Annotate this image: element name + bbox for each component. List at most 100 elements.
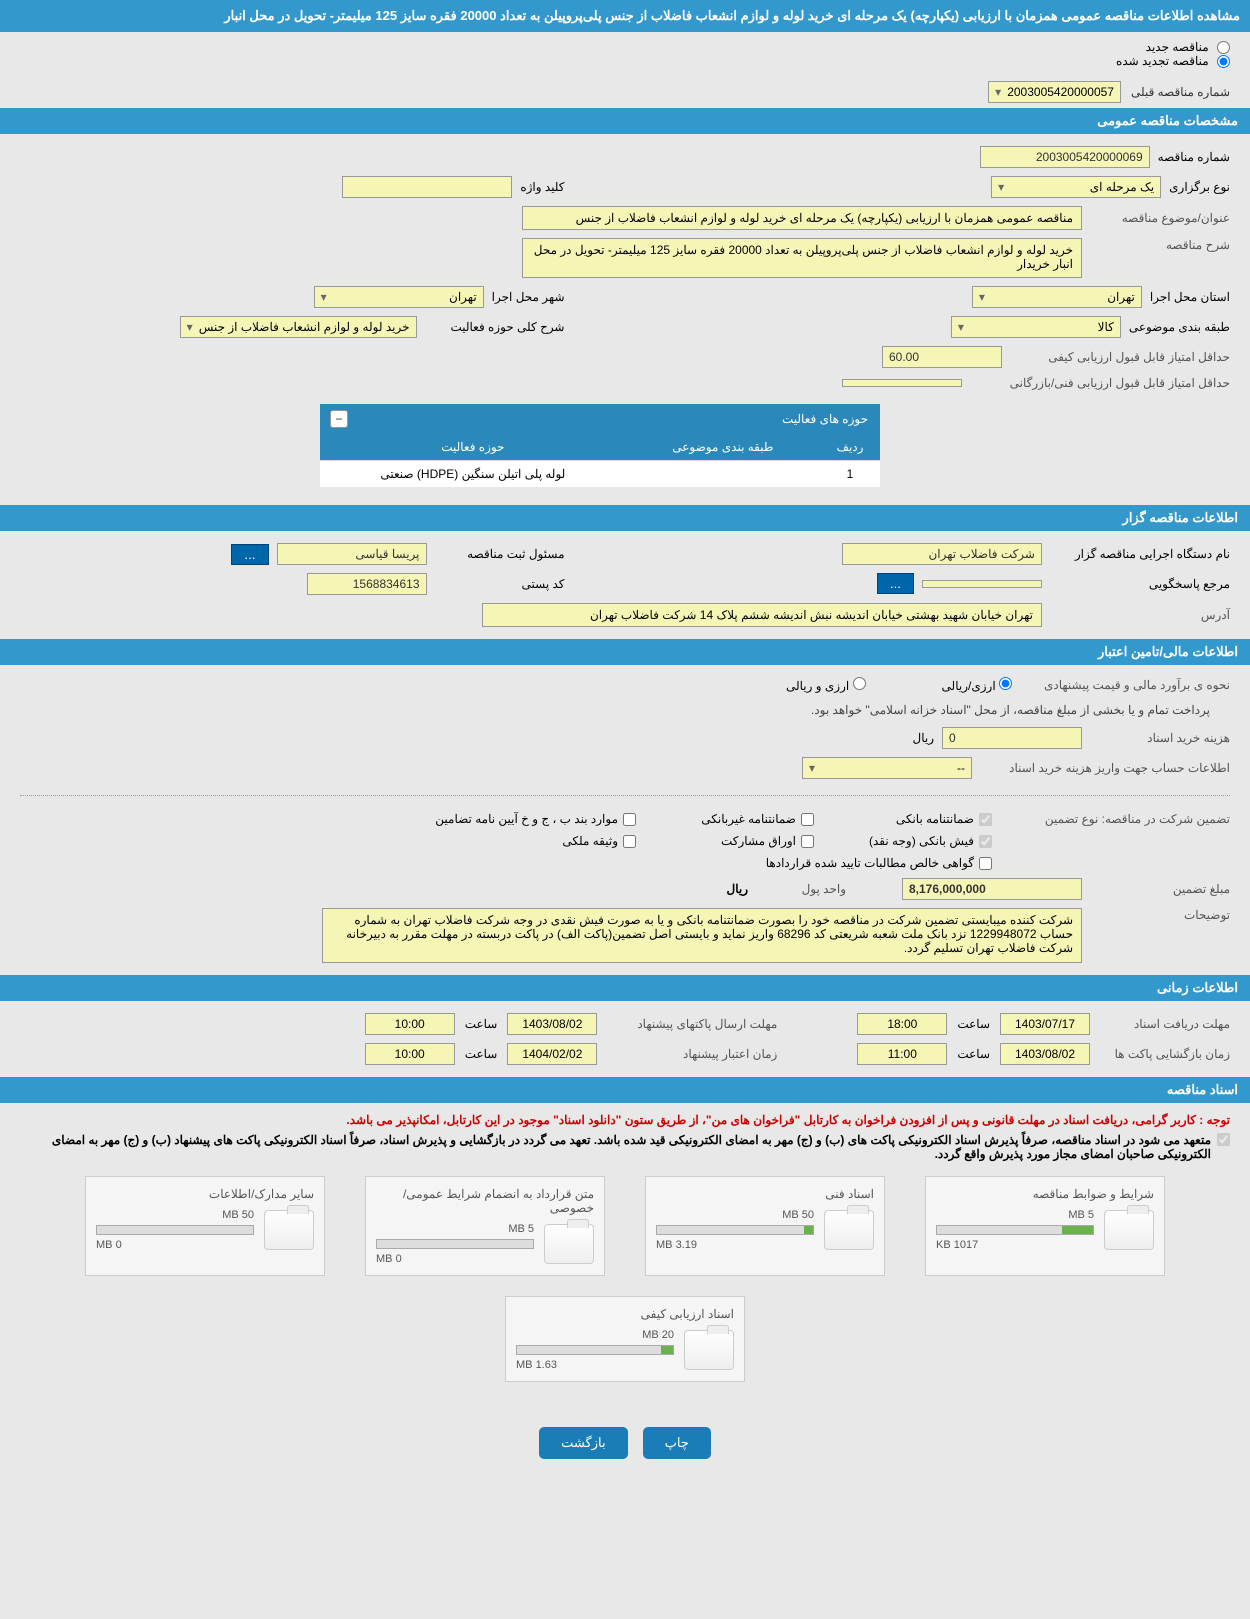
- col-category: طبقه بندی موضوعی: [626, 434, 820, 461]
- organizer-section-header: اطلاعات مناقصه گزار: [0, 505, 1250, 531]
- min-tech-label: حداقل امتیاز قابل قبول ارزیابی فنی/بازرگ…: [970, 376, 1230, 390]
- time-label-4: ساعت: [465, 1047, 498, 1061]
- radio-renewed-tender[interactable]: مناقصه تجدید شده: [1116, 54, 1230, 68]
- chk-other[interactable]: [623, 813, 636, 826]
- subject-value: مناقصه عمومی همزمان با ارزیابی (یکپارچه)…: [522, 206, 1082, 230]
- docs-red-note: توجه : کاربر گرامی، دریافت اسناد در مهلت…: [20, 1113, 1230, 1127]
- folder-icon: [1104, 1210, 1154, 1250]
- unit-value: ریال: [726, 882, 748, 896]
- city-label: شهر محل اجرا: [492, 290, 565, 304]
- opt-mixed-label: ارزی و ریالی: [786, 679, 849, 693]
- chk-commit[interactable]: [1217, 1133, 1230, 1146]
- doc-title: متن قرارداد به انضمام شرایط عمومی/خصوصی: [376, 1187, 594, 1215]
- folder-icon: [544, 1224, 594, 1264]
- fin-note-value: شرکت کننده میبایستی تضمین شرکت در مناقصه…: [322, 908, 1082, 963]
- doc-cap: 20 MB: [642, 1329, 674, 1341]
- doc-card[interactable]: متن قرارداد به انضمام شرایط عمومی/خصوصی 5…: [365, 1176, 605, 1276]
- org-label: نام دستگاه اجرایی مناقصه گزار: [1050, 547, 1230, 561]
- chk-verified-label: گواهی خالص مطالبات تایید شده قراردادها: [766, 856, 974, 870]
- opt-mixed[interactable]: ارزی و ریالی: [786, 677, 866, 693]
- province-select[interactable]: تهران ▾: [972, 286, 1142, 308]
- address-value: تهران خیابان شهید بهشتی خیابان اندیشه نب…: [482, 603, 1042, 627]
- contact-value: [922, 580, 1042, 588]
- chk-nonbank[interactable]: [801, 813, 814, 826]
- tender-type-radios: مناقصه جدید مناقصه تجدید شده: [0, 32, 1250, 77]
- activity-desc-select[interactable]: خرید لوله و لوازم انشعاب فاضلاب از جنس ▾: [180, 316, 417, 338]
- doc-title: سایر مدارک/اطلاعات: [96, 1187, 314, 1201]
- chk-cash[interactable]: [979, 835, 992, 848]
- keyword-input[interactable]: [342, 176, 512, 198]
- chk-other-label: موارد بند ب ، ج و خ آیین نامه تضامین: [435, 812, 618, 826]
- tender-no-value: 2003005420000069: [980, 146, 1150, 168]
- docs-section-header: اسناد مناقصه: [0, 1077, 1250, 1103]
- doc-used: 1017 KB: [936, 1239, 978, 1251]
- pay-note: پرداخت تمام و یا بخشی از مبلغ مناقصه، از…: [20, 697, 1230, 723]
- activity-table: حوزه های فعالیت − ردیف طبقه بندی موضوعی …: [320, 404, 880, 487]
- type-select[interactable]: یک مرحله ای ▾: [991, 176, 1161, 198]
- category-select[interactable]: کالا ▾: [951, 316, 1121, 338]
- folder-icon: [684, 1330, 734, 1370]
- prev-tender-label: شماره مناقصه قبلی: [1131, 85, 1230, 99]
- chk-verified[interactable]: [979, 857, 992, 870]
- doc-card[interactable]: شرایط و ضوابط مناقصه5 MB1017 KB: [925, 1176, 1165, 1276]
- fin-note-label: توضیحات: [1090, 908, 1230, 922]
- chk-cash-label: فیش بانکی (وجه نقد): [869, 834, 974, 848]
- env-deadline-label: مهلت ارسال پاکتهای پیشنهاد: [607, 1017, 777, 1031]
- open-time: 11:00: [857, 1043, 947, 1065]
- activity-desc-value: خرید لوله و لوازم انشعاب فاضلاب از جنس: [199, 320, 410, 334]
- progress-bar: [656, 1225, 814, 1235]
- account-select[interactable]: -- ▾: [802, 757, 972, 779]
- doc-card[interactable]: اسناد فنی50 MB3.19 MB: [645, 1176, 885, 1276]
- doc-used: 3.19 MB: [656, 1239, 697, 1251]
- radio-new-tender[interactable]: مناقصه جدید: [1146, 40, 1230, 54]
- resp-more-button[interactable]: ...: [231, 544, 268, 565]
- activity-table-title: حوزه های فعالیت: [358, 404, 880, 434]
- time-label: ساعت: [957, 1017, 990, 1031]
- chk-property[interactable]: [623, 835, 636, 848]
- doc-title: اسناد ارزیابی کیفی: [516, 1307, 734, 1321]
- amount-value: 8,176,000,000: [902, 878, 1082, 900]
- category-value: کالا: [1098, 320, 1114, 334]
- general-section: شماره مناقصه 2003005420000069 نوع برگزار…: [0, 134, 1250, 505]
- chevron-down-icon: ▾: [998, 180, 1004, 194]
- opt-rial-label: ارزی/ریالی: [942, 679, 996, 693]
- chk-bonds[interactable]: [801, 835, 814, 848]
- collapse-icon[interactable]: −: [330, 410, 348, 428]
- time-label-2: ساعت: [465, 1017, 498, 1031]
- chk-bank[interactable]: [979, 813, 992, 826]
- doc-deadline-label: مهلت دریافت اسناد: [1100, 1017, 1230, 1031]
- desc-value: خرید لوله و لوازم انشعاب فاضلاب از جنس پ…: [522, 238, 1082, 278]
- general-section-header: مشخصات مناقصه عمومی: [0, 108, 1250, 134]
- print-button[interactable]: چاپ: [643, 1427, 711, 1459]
- env-deadline-date: 1403/08/02: [507, 1013, 597, 1035]
- min-tech-value: [842, 379, 962, 387]
- doc-cost-label: هزینه خرید اسناد: [1090, 731, 1230, 745]
- org-value: شرکت فاضلاب تهران: [842, 543, 1042, 565]
- col-activity: حوزه فعالیت: [320, 434, 626, 461]
- contact-more-button[interactable]: ...: [877, 573, 914, 594]
- chevron-down-icon: ▾: [809, 761, 815, 775]
- chk-bank-label: ضمانتنامه بانکی: [896, 812, 974, 826]
- doc-cap: 5 MB: [508, 1223, 534, 1235]
- province-value: تهران: [1107, 290, 1135, 304]
- doc-title: اسناد فنی: [656, 1187, 874, 1201]
- price-method-label: نحوه ی برآورد مالی و قیمت پیشنهادی: [1020, 678, 1230, 692]
- chevron-down-icon: ▾: [958, 320, 964, 334]
- opt-rial[interactable]: ارزی/ریالی: [942, 677, 1012, 693]
- cell-row: 1: [820, 461, 880, 488]
- footer-buttons: چاپ بازگشت: [0, 1407, 1250, 1479]
- prev-tender-select[interactable]: 2003005420000057 ▾: [988, 81, 1121, 103]
- folder-icon: [824, 1210, 874, 1250]
- city-select[interactable]: تهران ▾: [314, 286, 484, 308]
- back-button[interactable]: بازگشت: [539, 1427, 627, 1459]
- desc-label: شرح مناقصه: [1090, 238, 1230, 252]
- doc-card[interactable]: اسناد ارزیابی کیفی20 MB1.63 MB: [505, 1296, 745, 1382]
- page-title: مشاهده اطلاعات مناقصه عمومی همزمان با ار…: [0, 0, 1250, 32]
- chevron-down-icon: ▾: [995, 85, 1001, 99]
- doc-grid: شرایط و ضوابط مناقصه5 MB1017 KBاسناد فنی…: [20, 1161, 1230, 1397]
- doc-cap: 5 MB: [1068, 1209, 1094, 1221]
- table-row: 1 لوله پلی اتیلن سنگین (HDPE) صنعتی: [320, 461, 880, 488]
- activity-desc-label: شرح کلی حوزه فعالیت: [425, 320, 565, 334]
- keyword-label: کلید واژه: [520, 180, 564, 194]
- doc-card[interactable]: سایر مدارک/اطلاعات50 MB0 MB: [85, 1176, 325, 1276]
